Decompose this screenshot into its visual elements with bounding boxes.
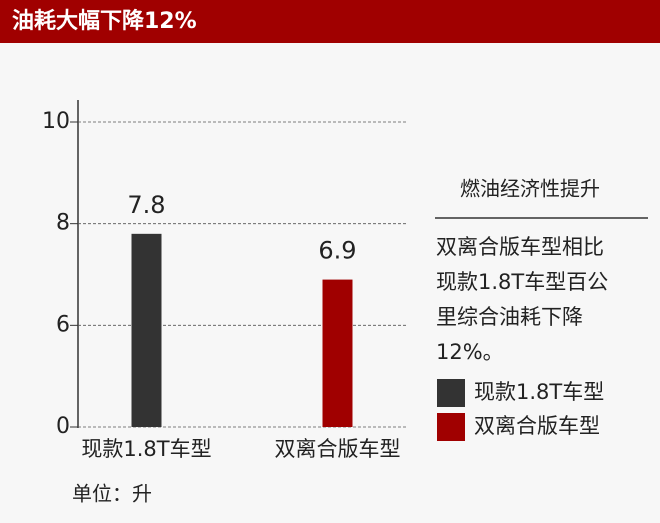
y-tick-label: 8	[56, 211, 70, 236]
legend-swatch	[437, 379, 465, 407]
y-tick-label: 0	[56, 414, 70, 439]
y-tick-label: 10	[42, 109, 70, 134]
legend-label: 现款1.8T车型	[474, 380, 604, 404]
note-line: 里综合油耗下降	[436, 305, 583, 329]
legend-label: 双离合版车型	[474, 414, 600, 438]
unit-label: 单位：升	[72, 482, 152, 506]
note-line: 双离合版车型相比	[436, 235, 604, 259]
chart-title: 油耗大幅下降12%	[12, 8, 197, 34]
note-line: 现款1.8T车型百公	[436, 270, 608, 294]
bar	[322, 279, 353, 427]
note-line: 12%。	[436, 340, 504, 364]
y-tick-label: 6	[56, 312, 70, 337]
title-bar	[0, 0, 660, 43]
note-title: 燃油经济性提升	[460, 177, 600, 201]
legend-swatch	[437, 413, 465, 441]
x-tick-label: 现款1.8T车型	[81, 437, 211, 461]
x-tick-label: 双离合版车型	[275, 437, 401, 461]
value-label: 7.8	[127, 191, 165, 219]
bar	[131, 233, 162, 427]
value-label: 6.9	[318, 237, 356, 265]
